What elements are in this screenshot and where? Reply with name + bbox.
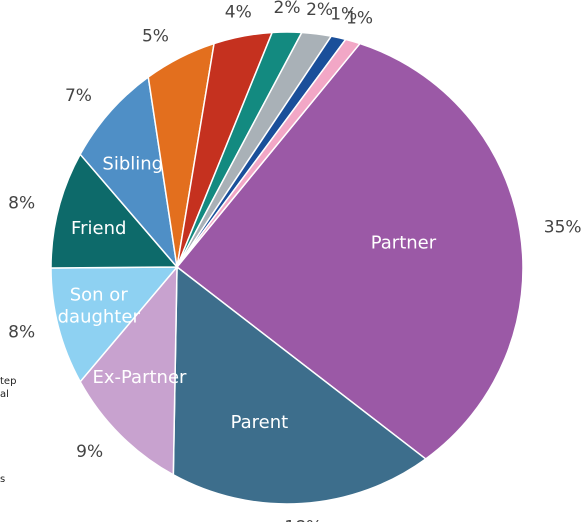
slice-label: Parent — [231, 412, 289, 433]
slice-label: Partner — [371, 232, 437, 253]
percent-label: 8% — [8, 193, 35, 213]
cropped-text: tep — [0, 376, 16, 387]
pie-slice — [50, 152, 179, 269]
percent-label: 2% — [274, 0, 301, 18]
pie-slice — [175, 42, 524, 460]
pie-slice — [50, 266, 179, 384]
pie-slice — [79, 264, 178, 477]
slice-label-line: daughter — [58, 306, 141, 327]
slice-label: Ex-Partner — [92, 367, 187, 388]
percent-label: 18% — [284, 517, 322, 522]
percent-label: 8% — [8, 323, 35, 343]
slice-label: Son or daughter — [58, 284, 141, 327]
cropped-text: al — [0, 389, 9, 400]
percent-label: 7% — [65, 86, 92, 106]
pie-slice — [176, 38, 362, 268]
slice-label-line: Son or — [70, 284, 129, 305]
slice-label: Sibling — [102, 154, 163, 175]
percent-label: 4% — [225, 3, 252, 23]
percent-label: 2% — [306, 0, 333, 20]
percent-label: 1% — [330, 4, 357, 24]
percent-label: 1% — [346, 8, 373, 28]
pie-slice — [79, 75, 179, 270]
percent-label: 35% — [544, 217, 581, 237]
slice-label: Friend — [71, 218, 126, 239]
percent-label: 5% — [142, 26, 169, 46]
percent-label: 9% — [76, 442, 103, 462]
cropped-text: s — [0, 474, 5, 485]
pie-slice — [172, 265, 427, 505]
